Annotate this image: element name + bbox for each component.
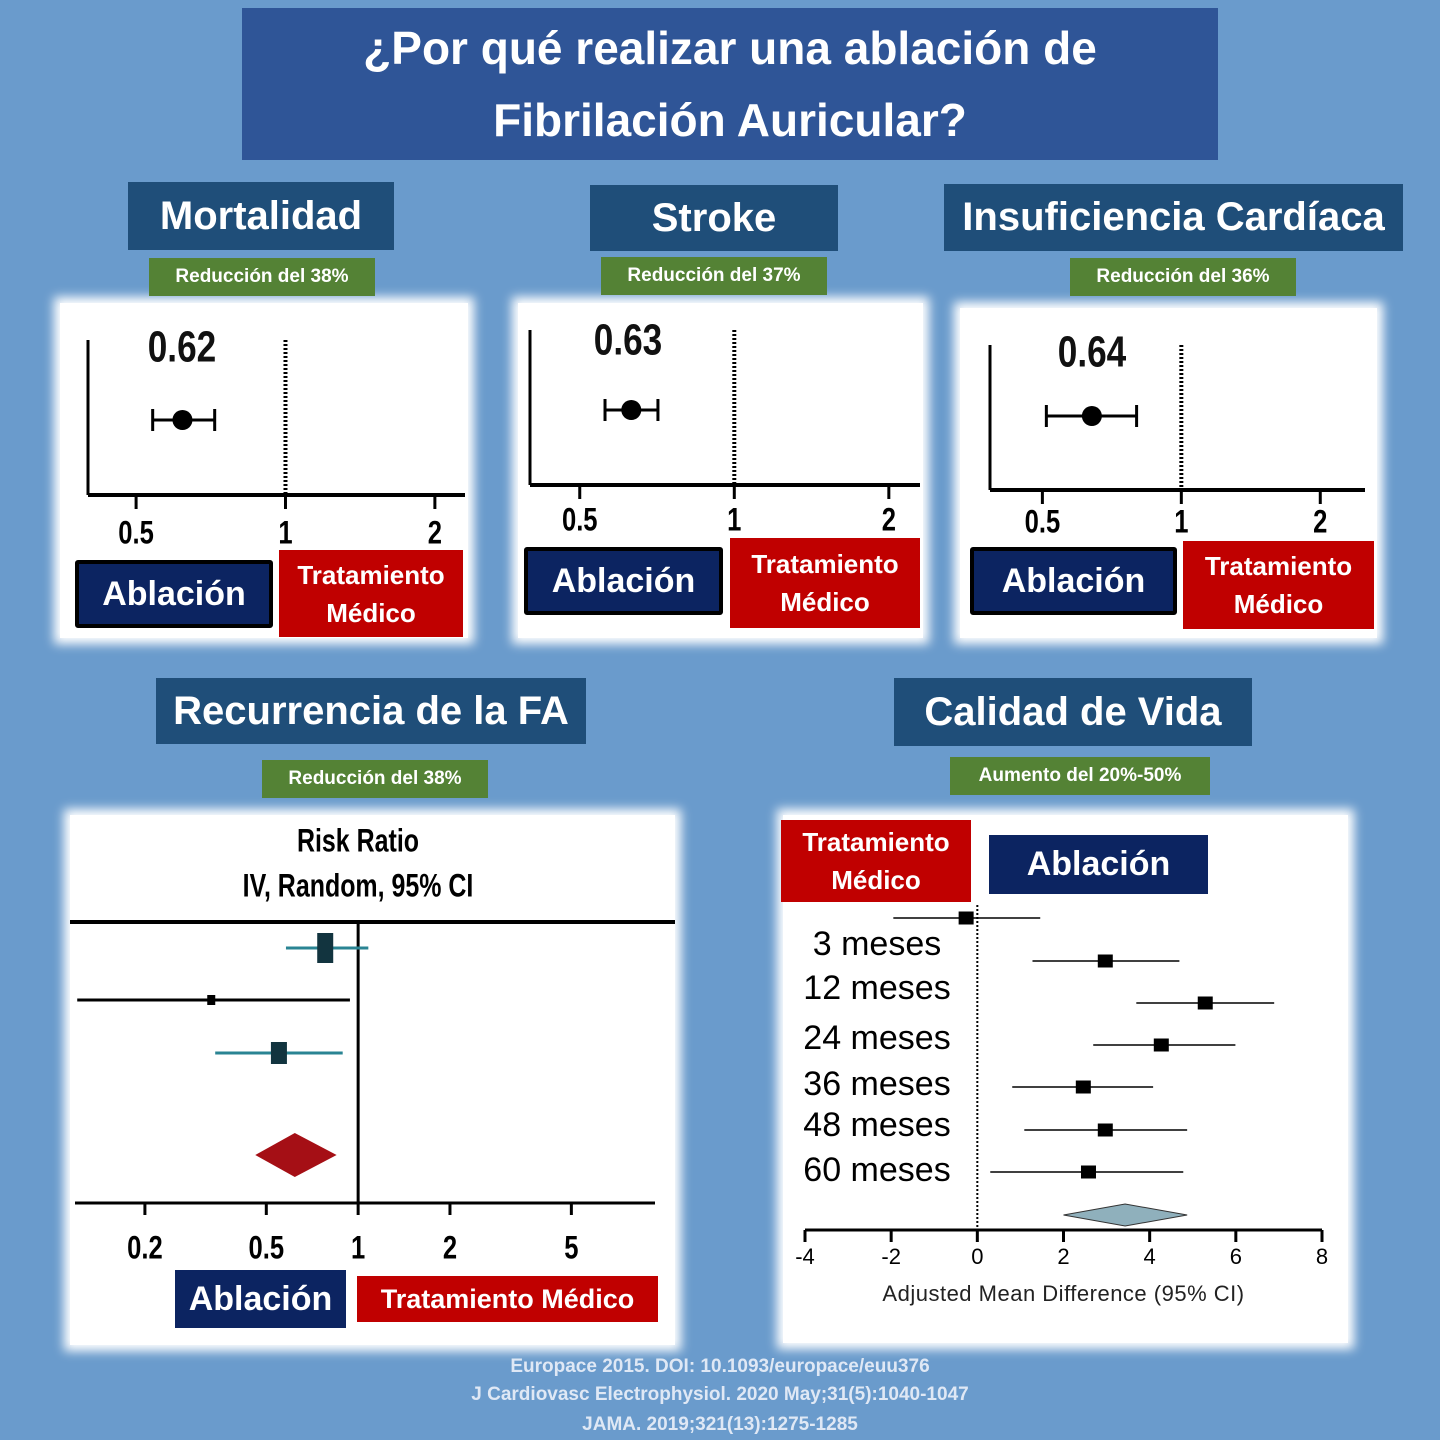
x-tick-label: 1	[278, 516, 292, 551]
chart-header: IV, Random, 95% CI	[243, 869, 474, 905]
panel-subtitle: Reducción del 38%	[149, 258, 375, 296]
row-label: 36 meses	[803, 1065, 950, 1103]
chart-panel	[70, 815, 675, 1345]
point-estimate	[1081, 406, 1102, 426]
x-tick-label: 2	[1057, 1244, 1069, 1269]
point-estimate	[1097, 1123, 1113, 1137]
value-label: 0.64	[1058, 328, 1126, 377]
panel-subtitle: Reducción del 38%	[262, 760, 488, 798]
reference: J Cardiovasc Electrophysiol. 2020 May;31…	[471, 1384, 969, 1405]
ablation-label: Ablación	[970, 547, 1177, 615]
x-tick-label: -2	[881, 1244, 901, 1269]
treatment-label: Tratamiento Médico	[1183, 541, 1374, 629]
row-label: 3 meses	[813, 925, 942, 963]
pooled-estimate	[1063, 1203, 1188, 1227]
x-tick-label: 8	[1316, 1244, 1328, 1269]
row-label: 24 meses	[803, 1019, 950, 1057]
x-tick-label: 0	[971, 1244, 983, 1269]
page-title: ¿Por qué realizar una ablación de Fibril…	[242, 8, 1218, 160]
reference: Europace 2015. DOI: 10.1093/europace/euu…	[510, 1356, 930, 1377]
pooled-estimate	[255, 1133, 337, 1177]
ablation-label: Ablación	[175, 1270, 346, 1328]
x-tick-label: 0.5	[249, 1231, 285, 1266]
x-tick-label: 0.5	[562, 503, 598, 538]
reference: JAMA. 2019;321(13):1275-1285	[582, 1414, 858, 1435]
chart-panel	[783, 815, 1348, 1343]
point-estimate	[270, 1042, 287, 1064]
panel-title: Recurrencia de la FA	[156, 678, 586, 744]
point-estimate	[1080, 1165, 1096, 1179]
x-tick-label: 5	[564, 1231, 578, 1266]
x-axis-label: Adjusted Mean Difference (95% CI)	[882, 1281, 1244, 1306]
ablation-label: Ablación	[75, 560, 273, 628]
chart-header: Risk Ratio	[297, 824, 419, 860]
point-estimate	[1197, 996, 1213, 1010]
x-tick-label: 4	[1144, 1244, 1156, 1269]
x-tick-label: 1	[351, 1231, 365, 1266]
x-tick-label: 2	[428, 516, 442, 551]
panel-title: Calidad de Vida	[894, 678, 1252, 746]
row-label: 12 meses	[803, 969, 950, 1007]
x-tick-label: 0.5	[118, 516, 154, 551]
panel-subtitle: Aumento del 20%-50%	[950, 757, 1210, 795]
x-tick-label: 1	[1174, 505, 1188, 540]
value-label: 0.62	[148, 323, 216, 372]
ablation-label: Ablación	[989, 835, 1208, 894]
panel-title: Stroke	[590, 185, 838, 251]
point-estimate	[207, 995, 216, 1005]
x-tick-label: 2	[443, 1231, 457, 1266]
point-estimate	[172, 410, 193, 430]
x-tick-label: 2	[882, 503, 896, 538]
row-label: 48 meses	[803, 1106, 950, 1144]
point-estimate	[621, 400, 642, 420]
point-estimate	[1097, 954, 1113, 968]
point-estimate	[958, 911, 974, 925]
panel-subtitle: Reducción del 37%	[601, 257, 827, 295]
point-estimate	[317, 933, 334, 963]
x-tick-label: -4	[795, 1244, 815, 1269]
row-label: 60 meses	[803, 1151, 950, 1189]
ablation-label: Ablación	[524, 547, 723, 615]
treatment-label: Tratamiento Médico	[730, 538, 920, 628]
x-tick-label: 6	[1230, 1244, 1242, 1269]
x-tick-label: 2	[1313, 505, 1327, 540]
point-estimate	[1075, 1080, 1091, 1094]
panel-subtitle: Reducción del 36%	[1070, 258, 1296, 296]
x-tick-label: 0.5	[1025, 505, 1061, 540]
value-label: 0.63	[594, 316, 662, 365]
x-tick-label: 1	[727, 503, 741, 538]
treatment-label: Tratamiento Médico	[279, 550, 463, 637]
panel-title: Insuficiencia Cardíaca	[944, 184, 1403, 251]
panel-title: Mortalidad	[128, 182, 394, 250]
treatment-label: Tratamiento Médico	[781, 820, 971, 902]
x-tick-label: 0.2	[127, 1231, 163, 1266]
point-estimate	[1153, 1038, 1169, 1052]
treatment-label: Tratamiento Médico	[357, 1276, 658, 1322]
